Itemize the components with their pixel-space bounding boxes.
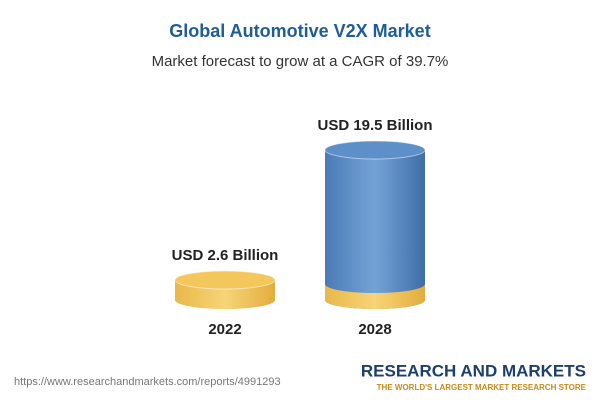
brand: RESEARCH AND MARKETS [361,361,586,380]
cylinder-top [324,140,426,160]
value-label: USD 19.5 Billion [317,117,432,134]
source-url: https://www.researchandmarkets.com/repor… [14,376,281,388]
cylinder [324,140,426,309]
cylinder-base [325,284,425,309]
cylinder-top [174,270,276,290]
value-label: USD 2.6 Billion [172,247,279,264]
x-tick-label: 2022 [208,321,241,338]
tagline: THE WORLD'S LARGEST MARKET RESEARCH STOR… [377,383,587,392]
cylinder [174,270,276,309]
x-tick-label: 2028 [358,321,391,338]
cylinder-body [325,150,425,309]
chart-subtitle: Market forecast to grow at a CAGR of 39.… [152,53,449,70]
chart-title: Global Automotive V2X Market [169,21,430,41]
